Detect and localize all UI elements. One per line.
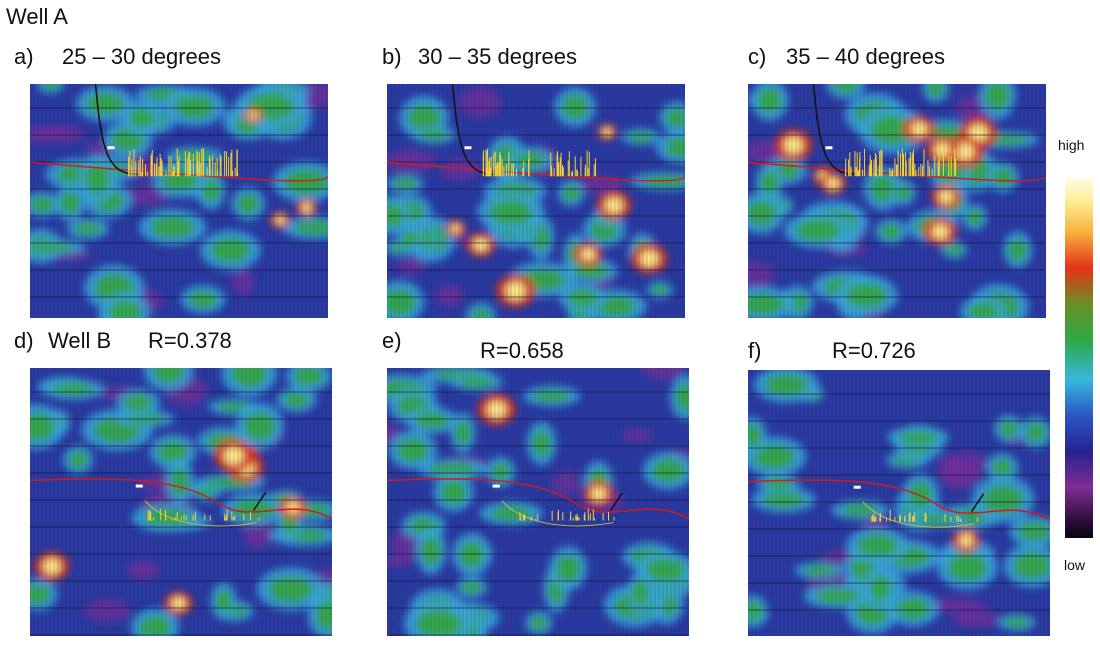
panel-f-title: R=0.726 (832, 338, 916, 363)
panel-d-svg (30, 368, 332, 636)
panel-b-svg (387, 84, 685, 318)
colorbar (1065, 178, 1093, 538)
panel-a-svg (30, 84, 328, 318)
panel-d-title: R=0.378 (148, 328, 232, 353)
colorbar-low-label: low (1064, 557, 1086, 573)
panel-e-title: R=0.658 (480, 338, 564, 363)
panel-c-title: 35 – 40 degrees (786, 44, 946, 69)
panel-d-label: d) (14, 328, 34, 353)
panel-d-seismic-image (30, 368, 332, 636)
panel-a-seismic-image (30, 84, 328, 318)
colorbar-high-label: high (1058, 137, 1085, 153)
panel-d-well-label: Well B (48, 328, 112, 353)
panel-b-seismic-image (387, 84, 685, 318)
panel-f-label: f) (748, 338, 762, 363)
panel-e-svg (387, 368, 689, 636)
panel-f-seismic-image (748, 370, 1050, 636)
panel-a-title: 25 – 30 degrees (62, 44, 222, 69)
panel-e-seismic-image (387, 368, 689, 636)
panel-b-label: b) (382, 44, 402, 69)
panel-e-label: e) (382, 328, 402, 353)
panel-c-label: c) (748, 44, 767, 69)
panel-f-svg (748, 370, 1050, 636)
panel-a-label: a) (14, 44, 34, 69)
figure-title: Well A (6, 4, 68, 29)
panel-b-title: 30 – 35 degrees (418, 44, 578, 69)
panel-c-svg (748, 84, 1046, 318)
panel-c-seismic-image (748, 84, 1046, 318)
